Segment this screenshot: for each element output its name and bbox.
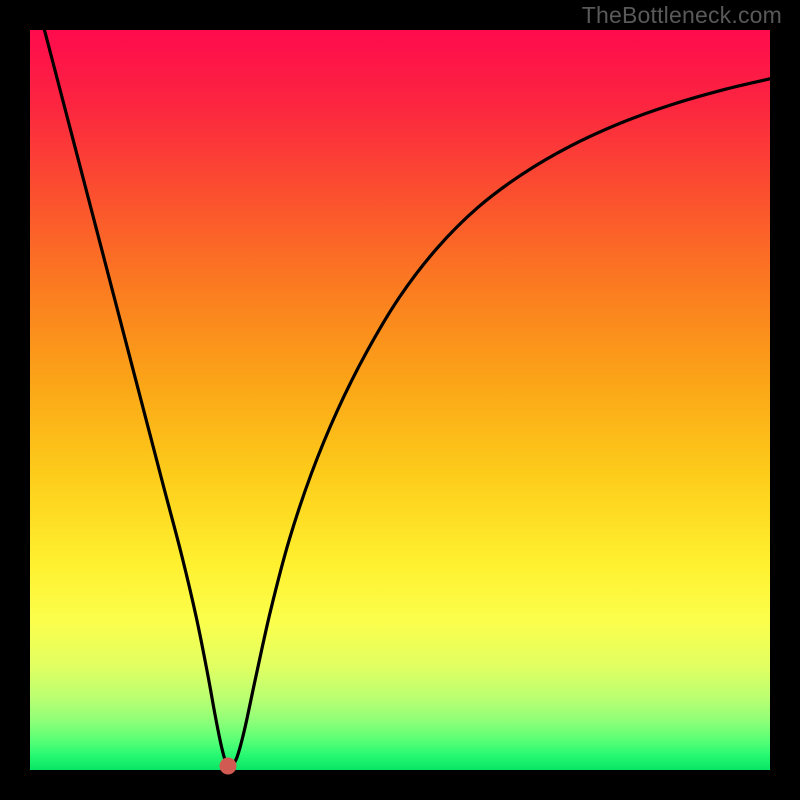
plot-area <box>30 30 770 770</box>
chart-frame: { "watermark": { "text": "TheBottleneck.… <box>0 0 800 800</box>
optimum-marker <box>220 757 237 774</box>
watermark-text: TheBottleneck.com <box>582 2 782 29</box>
bottleneck-curve <box>30 30 770 770</box>
curve-path <box>30 30 770 768</box>
